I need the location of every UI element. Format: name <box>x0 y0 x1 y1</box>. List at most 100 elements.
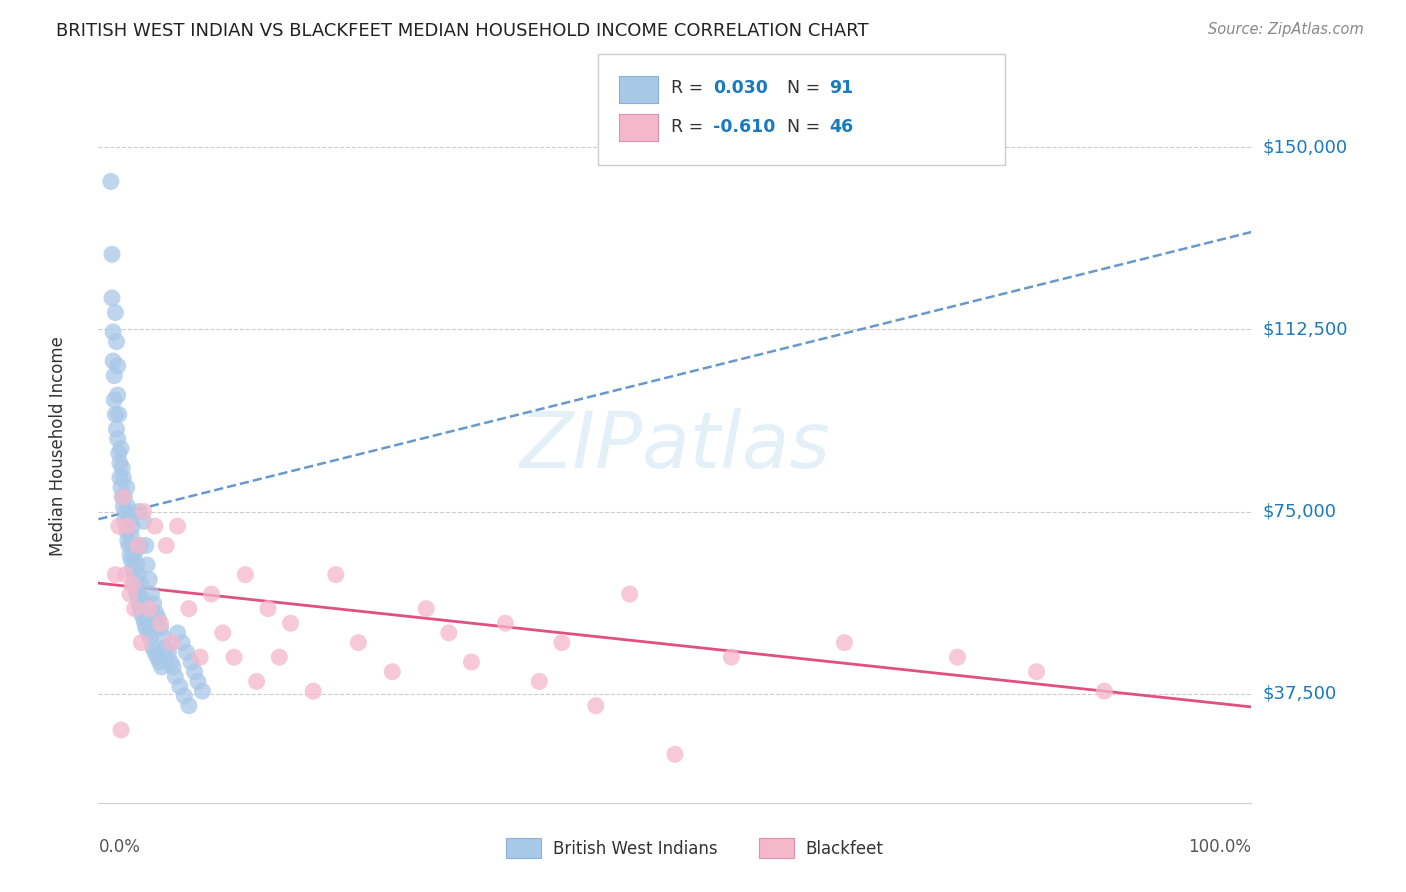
Point <box>169 679 191 693</box>
Point <box>165 670 187 684</box>
Point <box>302 684 325 698</box>
Point <box>117 500 139 514</box>
Point <box>125 587 148 601</box>
Point <box>128 504 150 518</box>
Point <box>112 470 135 484</box>
Point <box>619 587 641 601</box>
Text: Blackfeet: Blackfeet <box>806 840 883 858</box>
Text: 46: 46 <box>830 118 853 136</box>
Point <box>138 573 160 587</box>
Point <box>155 539 177 553</box>
Point <box>664 747 686 762</box>
Point <box>104 567 127 582</box>
Point <box>132 611 155 625</box>
Text: R =: R = <box>671 79 709 97</box>
Point <box>105 422 128 436</box>
Text: British West Indians: British West Indians <box>553 840 717 858</box>
Text: BRITISH WEST INDIAN VS BLACKFEET MEDIAN HOUSEHOLD INCOME CORRELATION CHART: BRITISH WEST INDIAN VS BLACKFEET MEDIAN … <box>56 22 869 40</box>
Point <box>105 334 128 349</box>
Point <box>107 408 129 422</box>
Text: 0.030: 0.030 <box>713 79 768 97</box>
Point <box>142 640 165 655</box>
Point <box>153 631 176 645</box>
Point <box>124 553 146 567</box>
Point <box>129 601 152 615</box>
Point <box>107 359 129 373</box>
Point <box>946 650 969 665</box>
Point <box>135 621 157 635</box>
Point <box>551 635 574 649</box>
Point <box>131 635 153 649</box>
Point <box>235 567 257 582</box>
Point <box>117 533 139 548</box>
Point <box>101 354 124 368</box>
Text: Source: ZipAtlas.com: Source: ZipAtlas.com <box>1208 22 1364 37</box>
Point <box>112 500 135 514</box>
Point <box>112 490 135 504</box>
Point <box>157 645 180 659</box>
Text: R =: R = <box>671 118 709 136</box>
Point <box>103 368 125 383</box>
Point <box>132 514 155 528</box>
Point <box>127 567 149 582</box>
Point <box>180 655 202 669</box>
Point <box>124 577 146 591</box>
Point <box>108 456 131 470</box>
Point <box>114 504 136 518</box>
Point <box>1092 684 1115 698</box>
Point <box>121 577 143 591</box>
Point <box>110 480 132 494</box>
Point <box>173 689 195 703</box>
Point <box>149 616 172 631</box>
Point <box>127 539 149 553</box>
Point <box>139 631 162 645</box>
Point <box>529 674 551 689</box>
Point <box>1025 665 1047 679</box>
Point <box>122 567 145 582</box>
Point <box>122 539 145 553</box>
Point <box>115 524 138 538</box>
Point <box>176 645 198 659</box>
Point <box>112 490 135 504</box>
Point <box>136 558 159 572</box>
Point <box>131 607 153 621</box>
Point <box>460 655 482 669</box>
Point <box>155 640 177 655</box>
Point <box>166 519 188 533</box>
Point <box>107 388 129 402</box>
Point <box>138 601 160 615</box>
Point <box>110 442 132 456</box>
Point <box>125 543 148 558</box>
Point <box>111 490 134 504</box>
Point <box>101 291 124 305</box>
Point <box>834 635 856 649</box>
Text: 91: 91 <box>830 79 853 97</box>
Point <box>162 660 184 674</box>
Point <box>101 325 124 339</box>
Text: $150,000: $150,000 <box>1263 138 1347 156</box>
Point <box>187 674 209 689</box>
Text: $37,500: $37,500 <box>1263 684 1337 703</box>
Text: $75,000: $75,000 <box>1263 502 1337 521</box>
Point <box>720 650 742 665</box>
Text: 100.0%: 100.0% <box>1188 838 1251 856</box>
Point <box>135 539 157 553</box>
Text: -0.610: -0.610 <box>713 118 775 136</box>
Point <box>111 460 134 475</box>
Point <box>347 635 370 649</box>
Point <box>437 626 460 640</box>
Point <box>107 446 129 460</box>
Point <box>183 665 205 679</box>
Point <box>148 611 170 625</box>
Point <box>108 470 131 484</box>
Point <box>104 408 127 422</box>
Text: ZIPatlas: ZIPatlas <box>519 408 831 484</box>
Point <box>134 616 156 631</box>
Text: N =: N = <box>787 79 827 97</box>
Point <box>142 597 165 611</box>
Point <box>143 519 166 533</box>
Text: 0.0%: 0.0% <box>98 838 141 856</box>
Point <box>136 626 159 640</box>
Point <box>325 567 347 582</box>
Point <box>191 684 214 698</box>
